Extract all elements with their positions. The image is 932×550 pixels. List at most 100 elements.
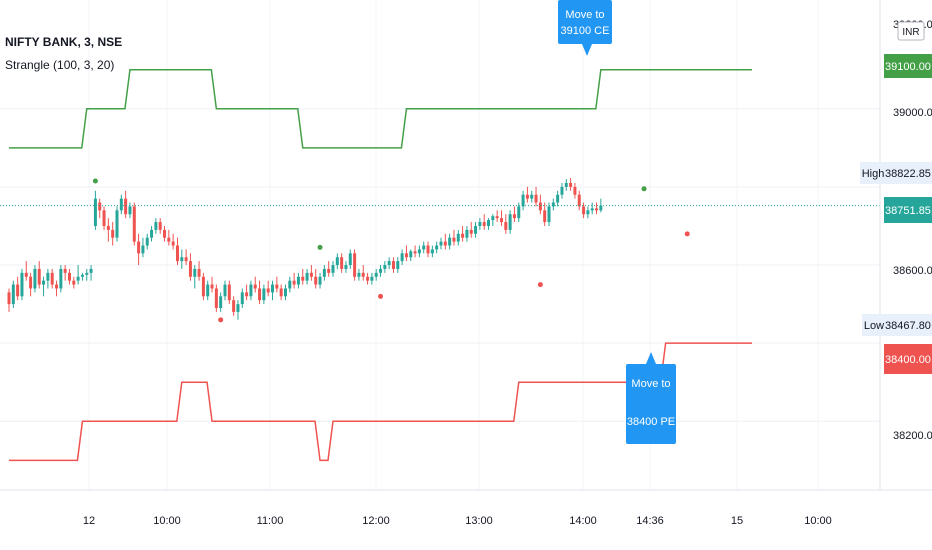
candle[interactable] xyxy=(309,265,313,281)
candle[interactable] xyxy=(348,249,352,269)
candle[interactable] xyxy=(301,268,305,285)
candle[interactable] xyxy=(119,194,123,215)
candle[interactable] xyxy=(491,214,495,226)
candle[interactable] xyxy=(525,186,529,203)
candle[interactable] xyxy=(128,202,132,219)
candle[interactable] xyxy=(59,265,63,293)
candle[interactable] xyxy=(283,284,287,301)
candle[interactable] xyxy=(240,288,244,309)
candle[interactable] xyxy=(305,268,309,285)
candle[interactable] xyxy=(145,233,149,250)
candle[interactable] xyxy=(288,276,292,293)
candle[interactable] xyxy=(357,268,361,281)
candle[interactable] xyxy=(102,206,106,230)
candle[interactable] xyxy=(37,261,41,289)
candle[interactable] xyxy=(370,272,374,285)
candle[interactable] xyxy=(461,225,465,242)
candle[interactable] xyxy=(331,261,335,277)
candle[interactable] xyxy=(547,202,551,226)
candle[interactable] xyxy=(564,179,568,191)
candle[interactable] xyxy=(193,265,197,289)
candle[interactable] xyxy=(80,272,84,281)
candle[interactable] xyxy=(214,284,218,312)
candle[interactable] xyxy=(469,222,473,238)
candle[interactable] xyxy=(154,218,158,234)
candle[interactable] xyxy=(115,206,119,242)
candle[interactable] xyxy=(29,272,33,297)
candle[interactable] xyxy=(478,218,482,230)
candle[interactable] xyxy=(590,202,594,215)
candle[interactable] xyxy=(400,249,404,266)
candle[interactable] xyxy=(391,257,395,273)
candle[interactable] xyxy=(46,268,50,289)
candle[interactable] xyxy=(482,214,486,230)
candle[interactable] xyxy=(383,261,387,273)
candle[interactable] xyxy=(93,190,97,230)
candle[interactable] xyxy=(577,190,581,211)
candle[interactable] xyxy=(188,253,192,281)
candle[interactable] xyxy=(387,257,391,269)
candle[interactable] xyxy=(595,202,599,215)
candle[interactable] xyxy=(42,276,46,297)
candle[interactable] xyxy=(569,177,573,191)
candle[interactable] xyxy=(417,245,421,258)
candle[interactable] xyxy=(534,186,538,207)
candle[interactable] xyxy=(327,261,331,277)
candle[interactable] xyxy=(67,268,71,285)
candle[interactable] xyxy=(111,222,115,246)
candle[interactable] xyxy=(379,265,383,277)
candle[interactable] xyxy=(89,265,93,281)
candle[interactable] xyxy=(197,261,201,281)
candle[interactable] xyxy=(63,265,67,281)
candle[interactable] xyxy=(582,202,586,219)
candle[interactable] xyxy=(443,233,447,250)
candle[interactable] xyxy=(430,245,434,258)
candle[interactable] xyxy=(499,210,503,226)
time-axis[interactable]: 12 10:00 11:00 12:00 13:00 14:00 14:36 1… xyxy=(0,489,932,527)
candle[interactable] xyxy=(340,253,344,273)
candle[interactable] xyxy=(24,261,28,281)
candle[interactable] xyxy=(448,233,452,250)
candle[interactable] xyxy=(72,276,76,289)
candle[interactable] xyxy=(158,218,162,234)
candle[interactable] xyxy=(85,268,89,281)
candle[interactable] xyxy=(132,202,136,246)
candle[interactable] xyxy=(314,268,318,289)
candle[interactable] xyxy=(227,280,231,305)
candle[interactable] xyxy=(366,272,370,285)
candle[interactable] xyxy=(521,190,525,211)
candle[interactable] xyxy=(150,225,154,242)
candle[interactable] xyxy=(245,284,249,301)
candle[interactable] xyxy=(210,276,214,293)
candle[interactable] xyxy=(374,268,378,281)
candle[interactable] xyxy=(465,225,469,242)
candle[interactable] xyxy=(439,237,443,250)
price-axis[interactable]: 39200.00 INR 39000.00 38600.00 38200.00 … xyxy=(860,0,932,490)
candle[interactable] xyxy=(223,280,227,301)
candle[interactable] xyxy=(171,233,175,250)
candle[interactable] xyxy=(7,288,11,312)
candle[interactable] xyxy=(517,202,521,223)
candle[interactable] xyxy=(249,280,253,301)
candle[interactable] xyxy=(236,300,240,320)
candle[interactable] xyxy=(335,253,339,269)
candles[interactable] xyxy=(7,177,603,320)
candle[interactable] xyxy=(232,296,236,316)
candle[interactable] xyxy=(495,210,499,223)
candle[interactable] xyxy=(512,206,516,223)
candle[interactable] xyxy=(266,280,270,297)
candle[interactable] xyxy=(452,229,456,246)
candle[interactable] xyxy=(163,225,167,242)
candle[interactable] xyxy=(422,241,426,254)
candle[interactable] xyxy=(50,268,54,289)
candle[interactable] xyxy=(33,265,37,293)
candle[interactable] xyxy=(55,280,59,297)
candle[interactable] xyxy=(353,249,357,281)
candle[interactable] xyxy=(404,245,408,262)
candle[interactable] xyxy=(206,280,210,301)
candle[interactable] xyxy=(426,241,430,258)
candle[interactable] xyxy=(16,276,20,301)
candle[interactable] xyxy=(396,257,400,273)
candle[interactable] xyxy=(344,261,348,273)
